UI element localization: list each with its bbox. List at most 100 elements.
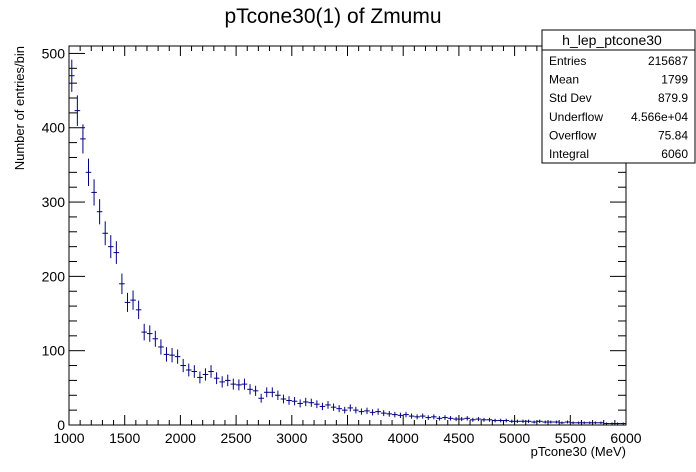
data-point [548,420,554,424]
data-point [197,371,203,384]
x-tick-label: 4000 [388,430,419,446]
data-point [397,412,404,419]
data-point [302,397,309,407]
data-point [369,409,376,416]
data-point [620,422,626,425]
x-tick-label: 5000 [499,430,530,446]
data-series [69,59,626,425]
data-point [130,290,136,310]
y-axis-tick-labels: 0 100 200 300 400 500 [42,45,66,433]
data-point [525,419,532,423]
data-point [180,358,186,373]
data-point [592,421,599,425]
y-tick-label: 300 [42,194,66,210]
data-point [124,292,131,312]
data-point [169,347,175,363]
data-point [492,418,498,423]
data-point [213,372,220,385]
x-tick-label: 6000 [610,430,641,446]
x-axis-label: pTcone30 (MeV) [531,444,626,459]
data-point [163,347,170,362]
stats-box: h_lep_ptcone30 Entries 215687 Mean 1799 Std … [541,29,696,164]
data-point [174,349,181,364]
data-point [559,421,565,425]
data-point [325,401,331,409]
data-point [497,418,504,423]
data-point [330,403,337,411]
data-point [158,339,164,355]
data-point [336,405,342,413]
data-point [80,124,86,154]
data-point [291,397,298,406]
data-point [503,418,510,423]
stats-row-label: Entries [549,54,586,68]
y-axis-label: Number of entries/bin [12,46,27,170]
y-tick-label: 400 [42,120,66,136]
data-point [542,420,549,424]
data-point [275,390,281,400]
data-point [598,421,604,425]
data-point [85,158,92,187]
data-point [531,420,537,424]
data-point [113,241,120,264]
y-tick-label: 500 [42,45,66,61]
data-point [419,413,426,419]
data-point [69,59,75,92]
data-point [347,404,354,412]
y-tick-label: 100 [42,343,66,359]
x-tick-label: 3000 [276,430,307,446]
data-point [380,410,387,417]
data-point [152,330,159,347]
data-point [280,394,287,404]
stats-row-label: Std Dev [549,91,592,105]
data-point [241,378,248,390]
data-point [614,422,621,425]
data-point [581,421,588,425]
y-axis-ticks [69,52,626,426]
stats-row-value: 6060 [661,147,688,161]
data-point [447,416,454,421]
data-point [119,273,125,295]
stats-row-value: 4.566e+04 [631,110,688,124]
data-point [509,419,515,423]
data-point [319,402,326,411]
x-tick-label: 1500 [109,430,140,446]
data-point [308,398,315,407]
stats-row-label: Mean [549,73,579,87]
data-point [436,416,443,421]
data-point [392,411,398,418]
data-point [486,417,493,422]
data-point [230,378,237,390]
data-point [375,408,381,415]
data-point [236,379,242,391]
data-point [520,419,526,423]
data-point [536,419,543,423]
data-point [297,399,303,408]
y-tick-label: 0 [57,417,65,433]
data-point [146,325,153,342]
x-axis-tick-labels: 1000 1500 2000 2500 3000 3500 4000 4500 5000 5500… [53,430,641,446]
data-point [191,365,198,378]
data-point [269,387,276,398]
data-point [481,417,487,422]
data-point [314,400,320,409]
stats-row-value: 75.84 [658,128,688,142]
data-point [258,393,264,403]
data-point [464,416,471,421]
data-point [341,406,348,414]
y-tick-label: 200 [42,268,66,284]
stats-row-value: 215687 [648,54,688,68]
data-point [553,420,560,424]
data-point [252,385,259,396]
data-point [453,416,459,422]
data-point [514,419,521,423]
data-point [425,415,432,420]
data-point [96,199,103,225]
data-point [353,406,359,414]
data-point [247,384,253,395]
x-tick-label: 2000 [165,430,196,446]
data-point [286,396,292,405]
stats-row-label: Underflow [549,110,603,124]
x-tick-label: 5500 [555,430,586,446]
